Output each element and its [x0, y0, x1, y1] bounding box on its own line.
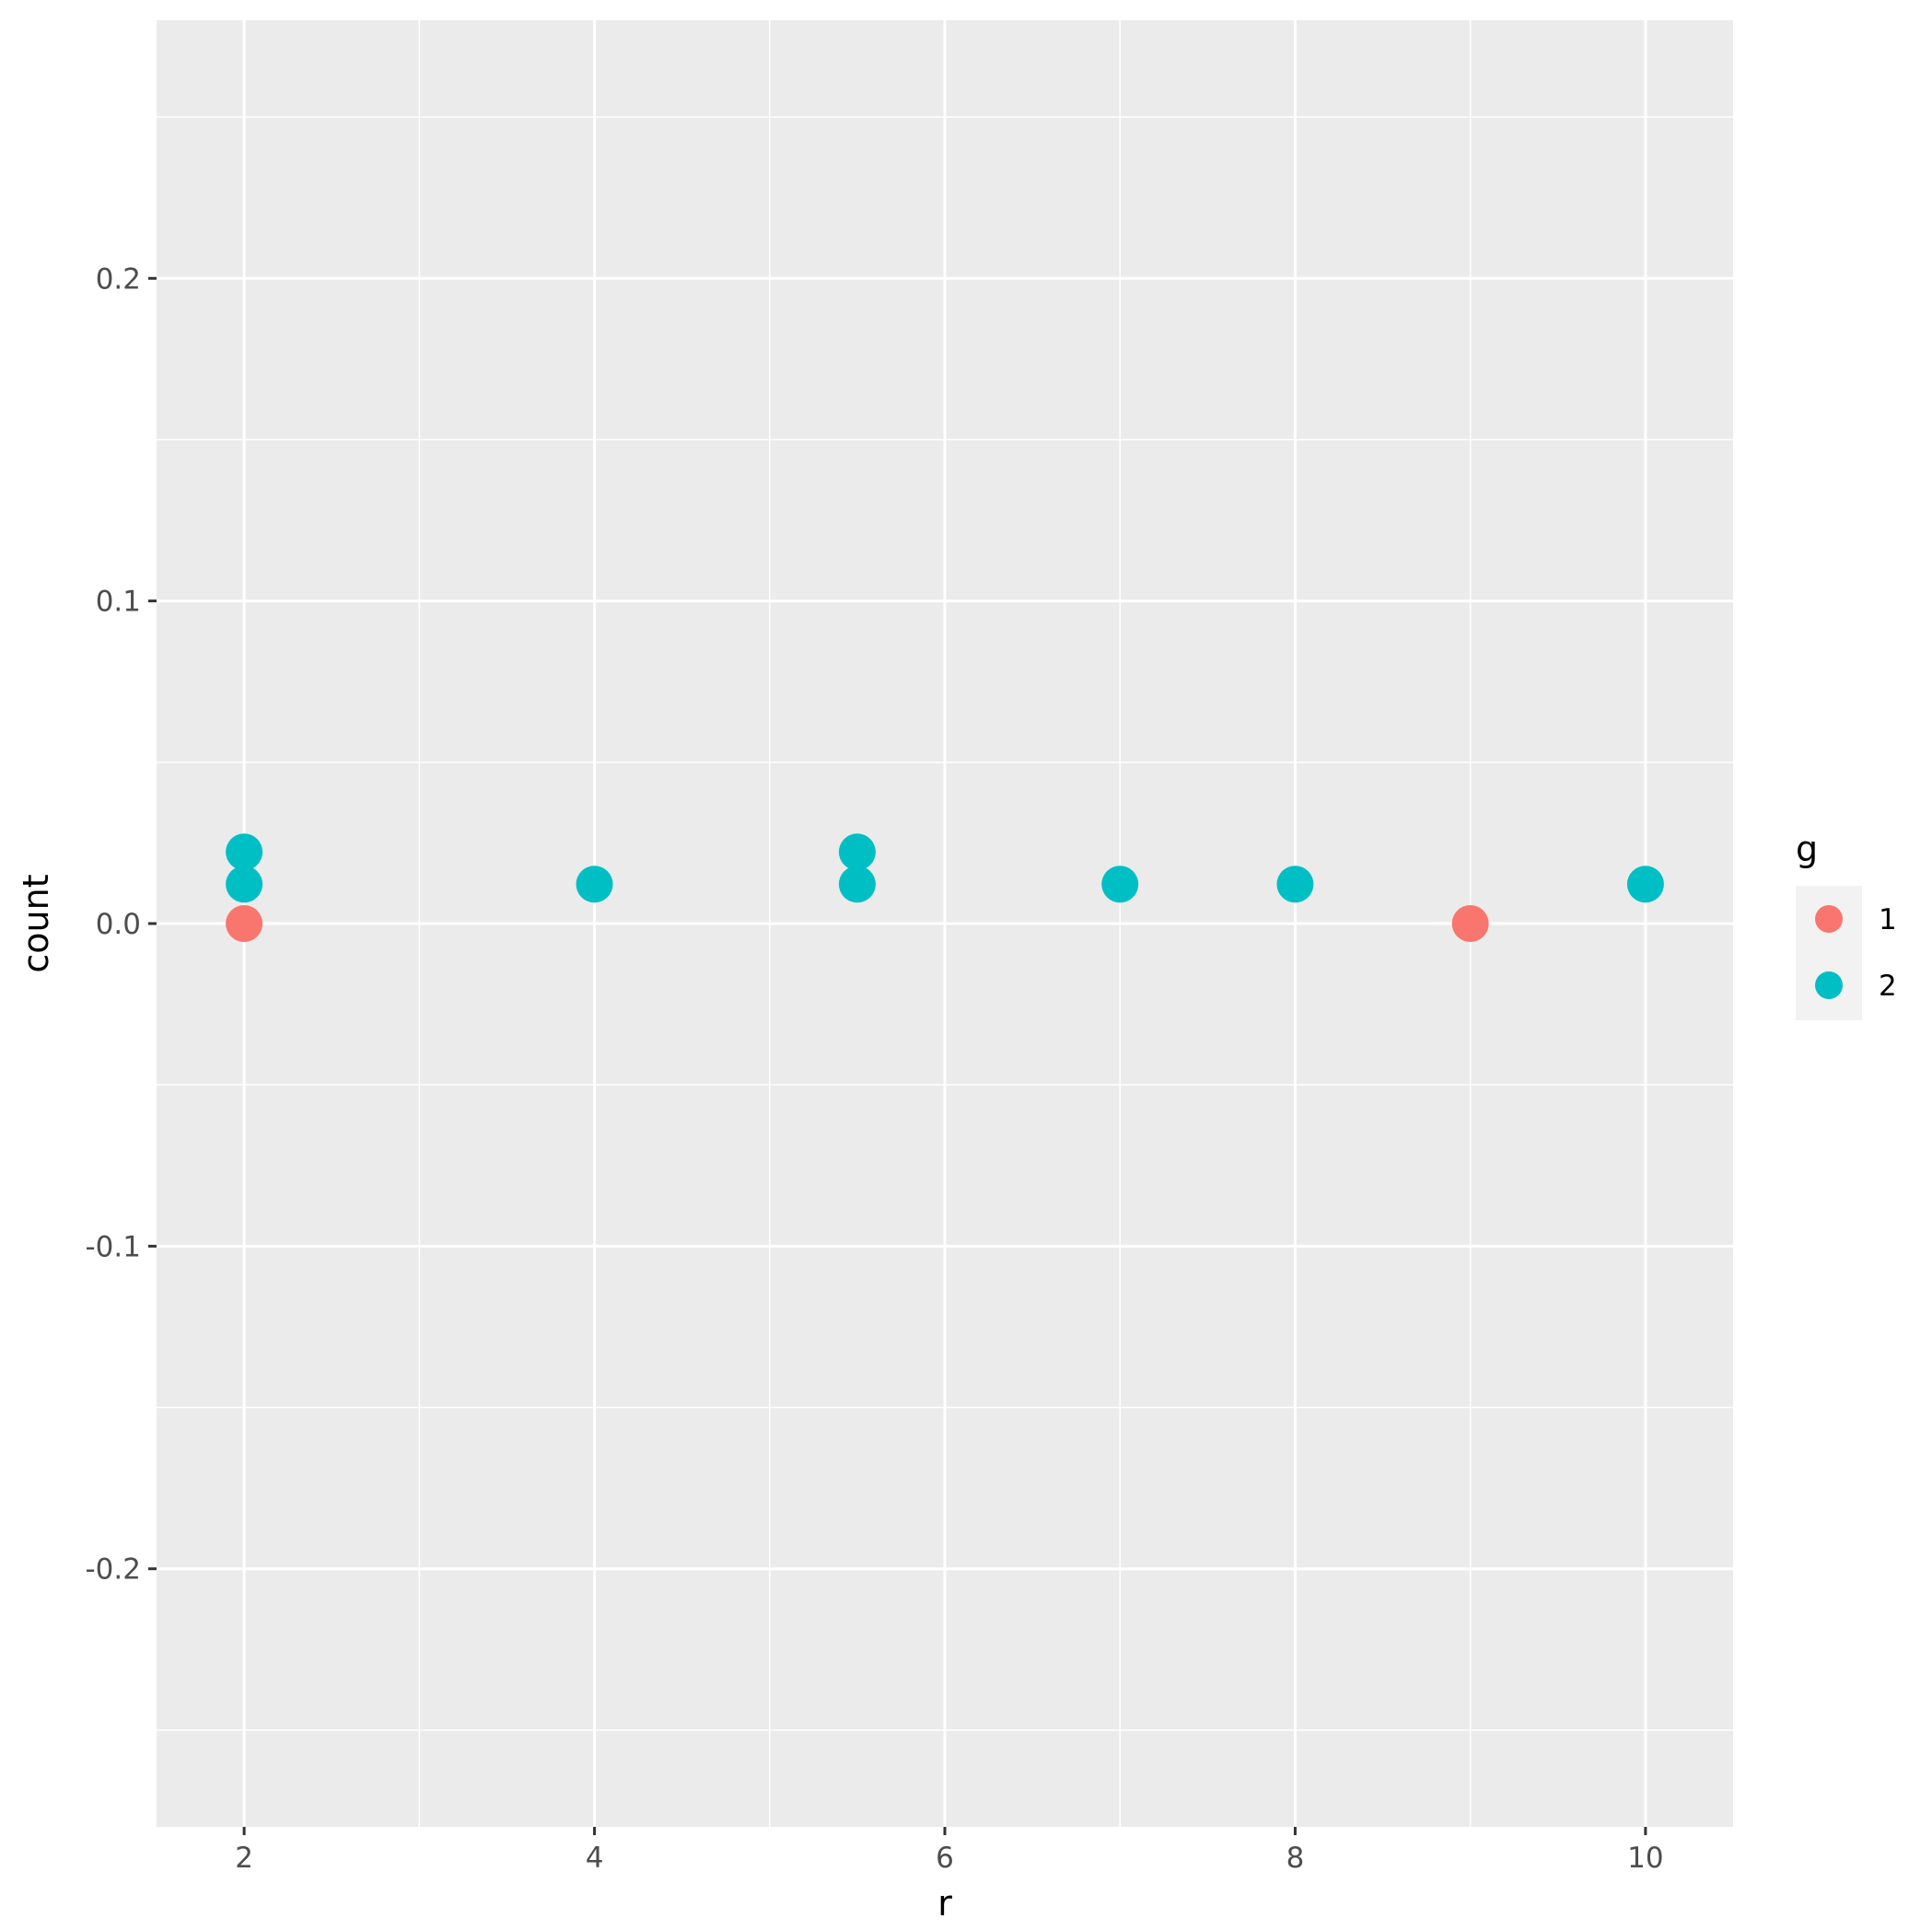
data-point-g1: [1451, 905, 1489, 942]
data-points: [226, 833, 1664, 942]
x-axis-title: r: [937, 1883, 952, 1924]
data-point-g2: [226, 833, 263, 871]
data-point-g2: [838, 866, 876, 903]
data-point-g2: [1626, 866, 1664, 903]
data-point-g2: [226, 866, 263, 903]
legend: g 12: [1796, 829, 1897, 1020]
legend-key-g2: [1815, 971, 1843, 999]
y-tick-label: -0.2: [86, 1553, 142, 1587]
y-tick-label: -0.1: [86, 1230, 142, 1263]
data-point-g2: [1101, 866, 1139, 903]
x-axis: 2 4 6 8 10: [235, 1827, 1664, 1875]
legend-label-g2: 2: [1879, 970, 1897, 1003]
legend-title: g: [1796, 829, 1818, 869]
legend-label-g1: 1: [1879, 903, 1897, 936]
legend-items: 12: [1815, 903, 1897, 1003]
x-tick-label: 2: [235, 1842, 253, 1875]
data-point-g1: [226, 905, 263, 942]
y-axis-title: count: [16, 874, 56, 972]
y-tick-label: 0.2: [96, 262, 141, 296]
x-tick-label: 10: [1627, 1842, 1663, 1875]
x-tick-label: 6: [936, 1842, 954, 1875]
y-tick-label: 0.0: [96, 908, 141, 941]
x-tick-label: 8: [1286, 1842, 1305, 1875]
legend-key-g1: [1815, 905, 1843, 933]
y-axis: -0.2 -0.1 0.0 0.1 0.2: [86, 262, 157, 1587]
y-tick-label: 0.1: [96, 586, 141, 619]
data-point-g2: [838, 833, 876, 871]
data-point-g2: [1276, 866, 1314, 903]
x-tick-label: 4: [586, 1842, 604, 1875]
data-point-g2: [576, 866, 613, 903]
